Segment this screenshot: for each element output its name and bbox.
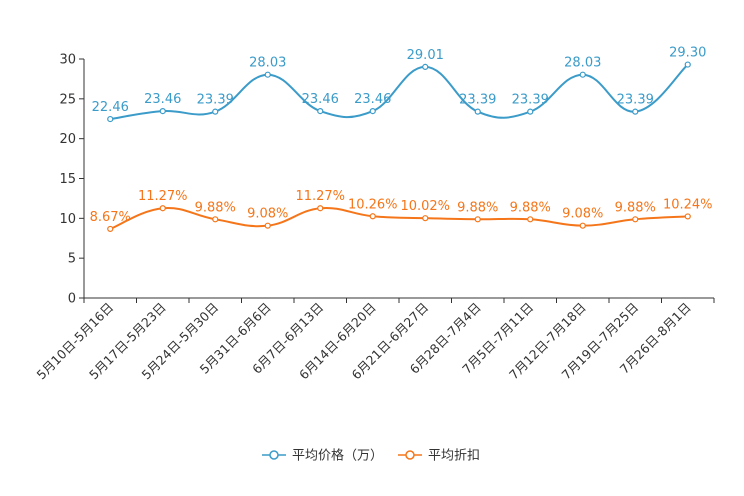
data-point[interactable] [684, 61, 691, 68]
data-label: 23.39 [459, 93, 496, 108]
data-label: 9.88% [510, 200, 551, 215]
data-point[interactable] [317, 108, 324, 115]
data-label: 28.03 [564, 56, 601, 71]
data-point[interactable] [369, 108, 376, 115]
data-label: 10.26% [348, 197, 398, 212]
data-point[interactable] [422, 215, 429, 222]
data-label: 11.27% [138, 189, 188, 204]
data-label: 29.30 [669, 46, 706, 61]
data-label: 23.46 [354, 92, 391, 107]
data-labels: 22.46 23.46 23.39 28.03 23.46 23.46 29.01 23.39… [90, 46, 713, 225]
data-point[interactable] [632, 108, 639, 115]
legend-item-1[interactable]: 平均折扣 [398, 449, 480, 464]
legend-swatch-marker [405, 450, 415, 460]
data-label: 23.46 [144, 92, 181, 107]
data-point[interactable] [107, 225, 114, 233]
series-layer [107, 61, 691, 233]
data-point[interactable] [474, 216, 481, 223]
legend-item-0[interactable]: 平均价格（万） [262, 448, 383, 464]
data-point[interactable] [369, 213, 376, 220]
data-label: 23.46 [302, 92, 339, 107]
y-tick-label: 0 [68, 292, 76, 307]
y-tick-label: 15 [59, 172, 76, 187]
data-point[interactable] [159, 108, 166, 115]
data-label: 29.01 [407, 48, 444, 63]
y-tick-label: 5 [68, 252, 76, 267]
data-label: 9.88% [457, 200, 498, 215]
legend-label: 平均折扣 [428, 449, 480, 464]
data-label: 8.67% [90, 210, 131, 225]
data-label: 11.27% [295, 189, 345, 204]
data-point[interactable] [264, 71, 271, 78]
legend-label: 平均价格（万） [292, 448, 383, 464]
data-point[interactable] [579, 71, 586, 78]
data-label: 9.88% [195, 200, 236, 215]
data-label: 28.03 [249, 56, 286, 71]
legend-swatch-marker [269, 450, 279, 460]
y-tick-label: 10 [59, 212, 76, 227]
data-point[interactable] [632, 216, 639, 223]
data-point[interactable] [527, 108, 534, 115]
data-label: 9.08% [562, 207, 603, 222]
data-point[interactable] [317, 205, 324, 212]
data-point[interactable] [159, 205, 166, 212]
y-tick-label: 30 [59, 53, 76, 68]
data-label: 22.46 [92, 100, 129, 115]
data-point[interactable] [474, 108, 481, 115]
legend[interactable]: 平均价格（万） 平均折扣 [262, 448, 480, 464]
data-label: 10.24% [663, 197, 713, 212]
data-point[interactable] [264, 222, 271, 229]
data-label: 10.02% [400, 199, 450, 214]
y-tick-label: 25 [59, 92, 76, 107]
data-label: 23.39 [512, 93, 549, 108]
data-label: 9.88% [615, 200, 656, 215]
data-label: 23.39 [197, 93, 234, 108]
data-point[interactable] [422, 63, 429, 70]
data-label: 9.08% [247, 207, 288, 222]
data-point[interactable] [579, 222, 586, 229]
series-line-1 [109, 206, 688, 230]
data-point[interactable] [107, 115, 114, 123]
data-point[interactable] [212, 108, 219, 115]
data-point[interactable] [212, 216, 219, 223]
y-tick-label: 20 [59, 132, 76, 147]
data-label: 23.39 [617, 93, 654, 108]
data-point[interactable] [527, 216, 534, 223]
data-point[interactable] [684, 213, 691, 220]
